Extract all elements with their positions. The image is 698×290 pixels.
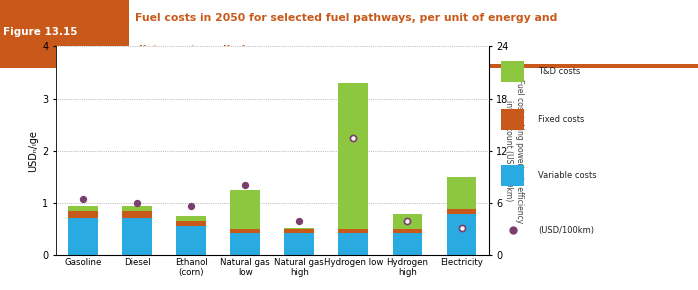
Bar (501, 165, 524, 186)
Text: T&D costs: T&D costs (538, 67, 581, 76)
Point (239, 182, 251, 187)
Bar (176, 226, 206, 255)
Bar (176, 216, 206, 221)
Bar (392, 233, 422, 255)
Bar (230, 229, 260, 233)
Y-axis label: USDₙ/ₗge: USDₙ/ₗge (28, 130, 38, 172)
Bar (447, 209, 477, 215)
Bar (0, 64, 698, 68)
Bar (501, 61, 524, 82)
Point (131, 201, 142, 205)
Bar (284, 229, 314, 233)
Bar (447, 177, 477, 209)
Bar (230, 233, 260, 255)
Y-axis label: Fuel cost taking powertrain efficiency
into account (USD/100km): Fuel cost taking powertrain efficiency i… (505, 79, 524, 223)
Bar (122, 218, 152, 255)
Bar (501, 109, 524, 130)
Bar (339, 83, 369, 229)
Bar (339, 233, 369, 255)
Bar (68, 206, 98, 211)
Text: Fuel costs in 2050 for selected fuel pathways, per unit of energy and: Fuel costs in 2050 for selected fuel pat… (135, 13, 557, 23)
Point (402, 219, 413, 224)
Bar (284, 233, 314, 255)
Point (348, 135, 359, 140)
Point (456, 226, 467, 231)
Bar (339, 229, 369, 233)
Bar (122, 211, 152, 218)
Point (348, 135, 359, 140)
Bar (0, 0, 129, 64)
Text: (USD/100km): (USD/100km) (538, 226, 594, 235)
Text: Fixed costs: Fixed costs (538, 115, 584, 124)
Text: Variable costs: Variable costs (538, 171, 597, 180)
Point (402, 219, 413, 224)
Bar (392, 215, 422, 229)
Bar (68, 211, 98, 218)
Bar (392, 229, 422, 233)
Bar (284, 228, 314, 229)
Bar (447, 215, 477, 255)
Bar (122, 206, 152, 211)
Text: Figure 13.15: Figure 13.15 (3, 27, 78, 37)
Bar (68, 218, 98, 255)
Point (294, 219, 305, 224)
Bar (176, 221, 206, 226)
Point (77, 196, 89, 201)
Point (456, 226, 467, 231)
Point (186, 203, 197, 208)
Bar (230, 190, 260, 229)
Text: distance travelled: distance travelled (135, 45, 245, 55)
